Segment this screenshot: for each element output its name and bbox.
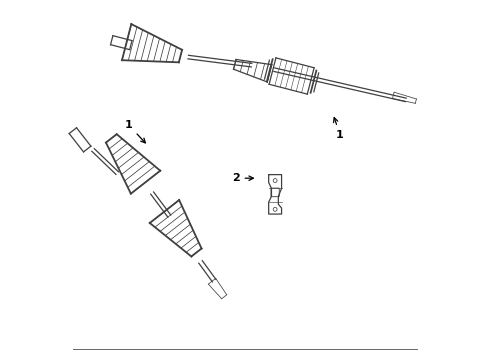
Text: 1: 1 [124,120,146,143]
Text: 2: 2 [232,173,253,183]
Text: 1: 1 [334,118,344,140]
